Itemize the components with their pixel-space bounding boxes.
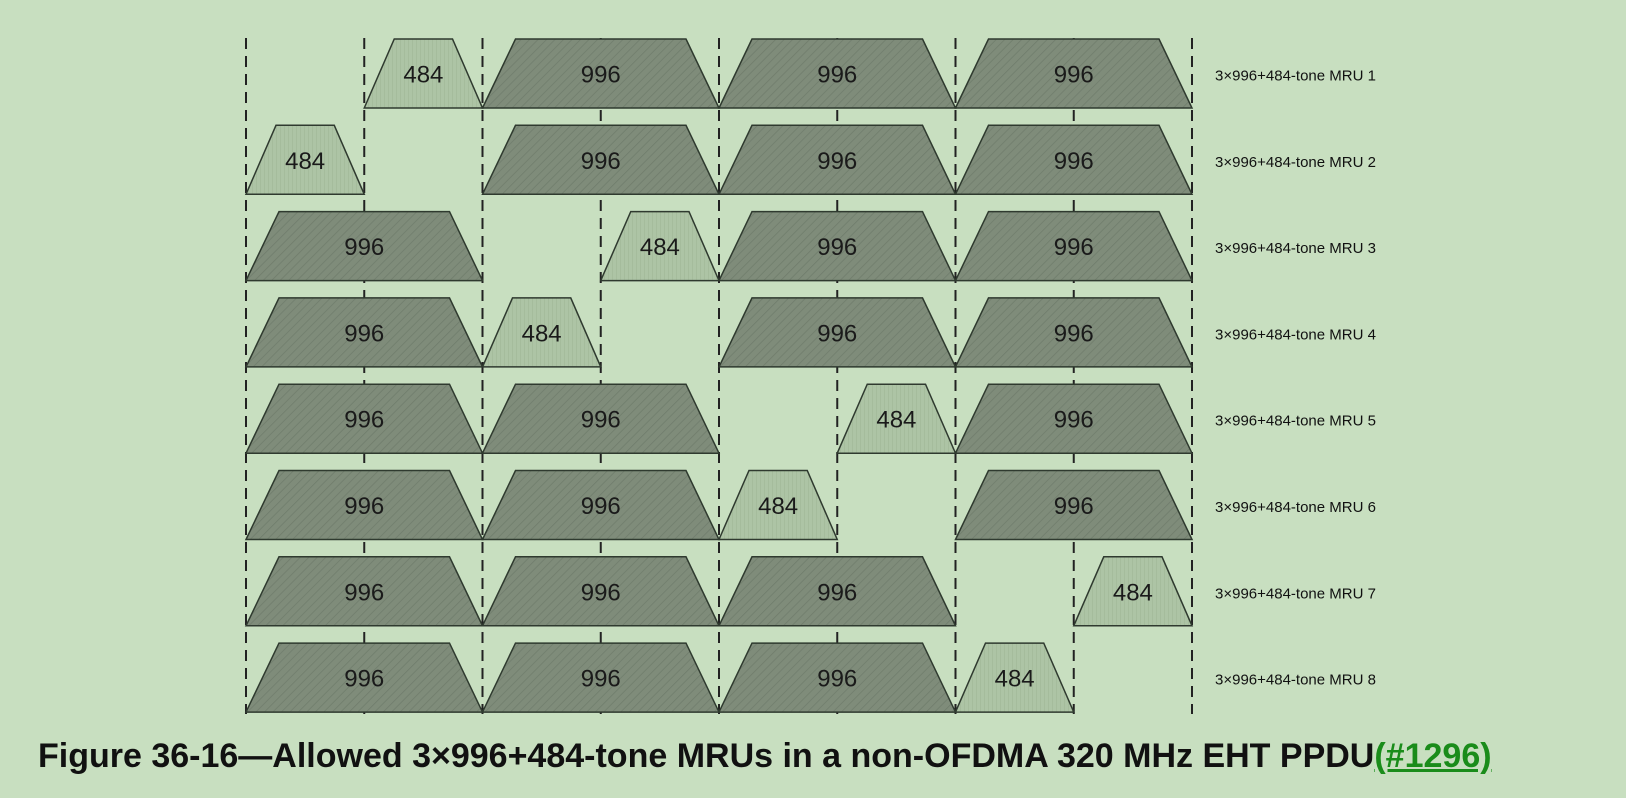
ru-996-block	[244, 642, 484, 713]
mru-row: 996 996 996 484 3×996+484-tone MRU 7	[244, 556, 1376, 627]
ru-996-block	[481, 383, 721, 454]
tone-size-label: 996	[817, 320, 857, 347]
mru-row: 484 996 996 996 3×996+484-tone MRU 1	[363, 38, 1376, 109]
tone-size-label: 996	[817, 62, 857, 89]
tone-size-label: 996	[344, 666, 384, 693]
mru-row-label: 3×996+484-tone MRU 6	[1215, 499, 1376, 516]
tone-size-label: 996	[817, 148, 857, 175]
ru-484-block	[836, 383, 957, 454]
mru-row-label: 3×996+484-tone MRU 7	[1215, 585, 1376, 602]
tone-size-label: 996	[581, 148, 621, 175]
ru-484-block	[717, 469, 839, 541]
mru-row: 996 996 484 996 3×996+484-tone MRU 5	[244, 383, 1376, 454]
tone-size-label: 996	[581, 579, 621, 606]
ru-484-block	[599, 210, 721, 282]
mru-row: 996 996 996 484 3×996+484-tone MRU 8	[244, 642, 1376, 713]
tone-size-label: 996	[344, 407, 384, 434]
tone-size-label: 996	[581, 666, 621, 693]
mru-row: 484 996 996 996 3×996+484-tone MRU 2	[244, 124, 1376, 196]
tone-size-label: 996	[344, 320, 384, 347]
tone-size-label: 996	[1054, 148, 1094, 175]
ru-996-block	[717, 124, 957, 196]
ru-996-block	[481, 642, 721, 713]
caption-text: Figure 36-16—Allowed 3×996+484-tone MRUs…	[38, 737, 1375, 775]
tone-size-label: 996	[344, 493, 384, 520]
mru-row-label: 3×996+484-tone MRU 5	[1215, 413, 1376, 430]
tone-size-label: 996	[581, 407, 621, 434]
tone-size-label: 996	[1054, 234, 1094, 261]
ru-996-block	[717, 642, 957, 713]
mru-row-label: 3×996+484-tone MRU 1	[1215, 68, 1376, 85]
tone-size-label: 996	[817, 234, 857, 261]
ru-996-block	[954, 210, 1194, 282]
mru-row-label: 3×996+484-tone MRU 2	[1215, 154, 1376, 171]
ru-484-block	[244, 124, 366, 196]
ru-996-block	[481, 469, 721, 541]
tone-size-label: 996	[581, 493, 621, 520]
mru-row: 996 484 996 996 3×996+484-tone MRU 4	[244, 297, 1376, 368]
ru-996-block	[717, 297, 957, 368]
mru-row-label: 3×996+484-tone MRU 8	[1215, 672, 1376, 689]
ru-996-block	[954, 469, 1194, 541]
ru-996-block	[717, 210, 957, 282]
ru-996-block	[244, 383, 484, 454]
ru-996-block	[481, 38, 721, 109]
ru-484-block	[481, 297, 602, 368]
mru-row-label: 3×996+484-tone MRU 4	[1215, 326, 1376, 343]
ru-484-block	[1072, 556, 1194, 627]
tone-size-label: 996	[1054, 407, 1094, 434]
ru-996-block	[244, 469, 484, 541]
tone-size-label: 996	[1054, 320, 1094, 347]
tone-size-label: 996	[1054, 493, 1094, 520]
tone-size-label: 484	[876, 407, 916, 434]
tone-size-label: 484	[640, 234, 680, 261]
ru-996-block	[481, 556, 721, 627]
ru-996-block	[954, 124, 1194, 196]
ru-996-block	[244, 556, 484, 627]
tone-size-label: 484	[522, 320, 562, 347]
tone-size-label: 996	[344, 579, 384, 606]
ru-996-block	[244, 210, 484, 282]
ru-996-block	[954, 38, 1194, 109]
figure-caption: Figure 36-16—Allowed 3×996+484-tone MRUs…	[38, 737, 1492, 776]
ru-996-block	[954, 297, 1194, 368]
ru-996-block	[244, 297, 484, 368]
tone-size-label: 996	[344, 234, 384, 261]
ru-996-block	[717, 556, 957, 627]
caption-link[interactable]: (#1296)	[1374, 737, 1492, 775]
tone-size-label: 484	[403, 62, 443, 89]
tone-size-label: 484	[285, 148, 325, 175]
tone-size-label: 484	[1113, 579, 1153, 606]
ru-996-block	[717, 38, 957, 109]
ru-484-block	[954, 642, 1075, 713]
tone-size-label: 996	[817, 579, 857, 606]
tone-size-label: 996	[817, 666, 857, 693]
mru-row: 996 484 996 996 3×996+484-tone MRU 3	[244, 210, 1376, 282]
ru-996-block	[954, 383, 1194, 454]
tone-size-label: 996	[1054, 62, 1094, 89]
tone-size-label: 996	[581, 62, 621, 89]
tone-size-label: 484	[995, 666, 1035, 693]
tone-size-label: 484	[758, 493, 798, 520]
ru-484-block	[363, 38, 484, 109]
mru-row-label: 3×996+484-tone MRU 3	[1215, 240, 1376, 257]
ru-996-block	[481, 124, 721, 196]
mru-row: 996 996 484 996 3×996+484-tone MRU 6	[244, 469, 1376, 541]
